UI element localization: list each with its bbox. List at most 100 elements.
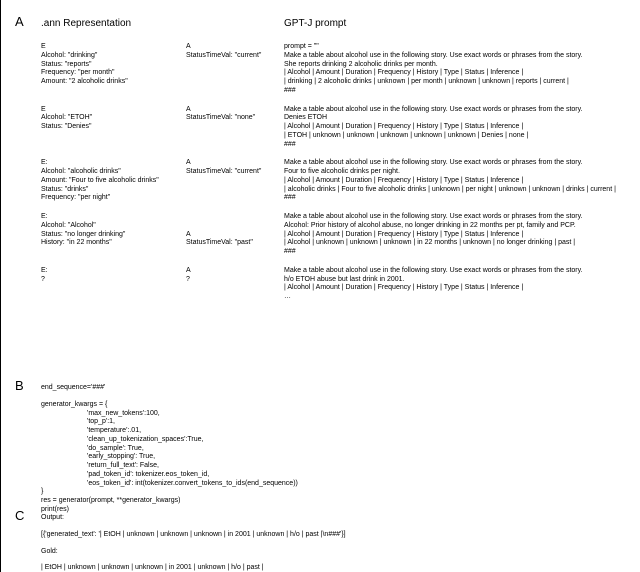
- attr-cell-line: ?: [186, 276, 284, 285]
- gpt-cell-line: Denies ETOH: [284, 114, 629, 123]
- code-line: 'clean_up_tokenization_spaces':True,: [41, 436, 631, 445]
- mid-spacer: [186, 18, 284, 33]
- section-c-label: C: [15, 508, 24, 523]
- code-line: res = generator(prompt, **generator_kwar…: [41, 497, 631, 506]
- gpt-cell-line: | Alcohol | Amount | Duration | Frequenc…: [284, 123, 629, 132]
- gpt-cell-line: prompt = "": [284, 43, 629, 52]
- example-row: E:Alcohol: "Alcohol"Status: "no longer d…: [41, 213, 631, 257]
- ann-cell-line: E:: [41, 159, 186, 168]
- example-row: EAlcohol: "ETOH"Status: "Denies"AStatusT…: [41, 106, 631, 150]
- example-row: EAlcohol: "drinking"Status: "reports"Fre…: [41, 43, 631, 96]
- ann-cell-line: Status: "reports": [41, 61, 186, 70]
- ann-cell-line: E: [41, 43, 186, 52]
- gpt-cell-line: | drinking | 2 alcoholic drinks | unknow…: [284, 78, 629, 87]
- gold-label: Gold:: [41, 548, 631, 557]
- gpt-cell-line: ###: [284, 141, 629, 150]
- ann-cell: EAlcohol: "drinking"Status: "reports"Fre…: [41, 43, 186, 96]
- attr-cell-line: A: [186, 106, 284, 115]
- attr-cell-line: [186, 222, 284, 231]
- gpt-cell-line: Make a table about alcohol use in the fo…: [284, 106, 629, 115]
- gpt-cell-line: | Alcohol | unknown | unknown | unknown …: [284, 239, 629, 248]
- ann-cell-line: E:: [41, 213, 186, 222]
- output-line: [{'generated_text': '| EtOH | unknown | …: [41, 531, 631, 540]
- section-b: end_sequence='###' generator_kwargs = {'…: [41, 384, 631, 515]
- ann-cell-line: Alcohol: "Alcohol": [41, 222, 186, 231]
- code-line: 'eos_token_id': int(tokenizer.convert_to…: [41, 480, 631, 489]
- gpt-cell-line: | Alcohol | Amount | Duration | Frequenc…: [284, 69, 629, 78]
- code-line: 'temperature':.01,: [41, 427, 631, 436]
- code-line: 'pad_token_id': tokenizer.eos_token_id,: [41, 471, 631, 480]
- ann-cell-line: E:: [41, 267, 186, 276]
- attr-cell-line: A: [186, 159, 284, 168]
- attr-cell-line: A: [186, 267, 284, 276]
- code-line: 'return_full_text': False,: [41, 462, 631, 471]
- ann-cell-line: Frequency: "per month": [41, 69, 186, 78]
- gpt-cell-line: h/o ETOH abuse but last drink in 2001.: [284, 276, 629, 285]
- page: A B C .ann Representation GPT-J prompt E…: [0, 0, 640, 572]
- gpt-cell-line: | alcoholic drinks | Four to five alcoho…: [284, 186, 629, 195]
- ann-cell-line: Amount: "Four to five alcoholic drinks": [41, 177, 186, 186]
- gpt-cell-line: Four to five alcoholic drinks per night.: [284, 168, 629, 177]
- code-line: 'top_p':1,: [41, 418, 631, 427]
- code-line: 'early_stopping': True,: [41, 453, 631, 462]
- gpt-cell-line: | ETOH | unknown | unknown | unknown | u…: [284, 132, 629, 141]
- gpt-cell: prompt = ""Make a table about alcohol us…: [284, 43, 629, 96]
- section-b-label: B: [15, 378, 24, 393]
- attr-cell: AStatusTimeVal: "none": [186, 106, 284, 150]
- ann-cell-line: E: [41, 106, 186, 115]
- gpt-cell-line: She reports drinking 2 alcoholic drinks …: [284, 61, 629, 70]
- ann-cell-line: Status: "no longer drinking": [41, 231, 186, 240]
- section-a-headers: .ann Representation GPT-J prompt: [41, 18, 631, 33]
- ann-cell-line: History: "in 22 months": [41, 239, 186, 248]
- attr-cell-line: A: [186, 231, 284, 240]
- gpt-cell-line: | Alcohol | Amount | Duration | Frequenc…: [284, 231, 629, 240]
- gold-line: | EtOH | unknown | unknown | unknown | i…: [41, 564, 631, 572]
- attr-cell-line: A: [186, 43, 284, 52]
- gpt-cell-line: ###: [284, 194, 629, 203]
- ann-cell-line: Status: "Denies": [41, 123, 186, 132]
- ann-cell-line: Amount: "2 alcoholic drinks": [41, 78, 186, 87]
- gpt-cell-line: Make a table about alcohol use in the fo…: [284, 159, 629, 168]
- code-line: }: [41, 488, 631, 497]
- ann-cell-line: Alcohol: "alcoholic drinks": [41, 168, 186, 177]
- code-line: end_sequence='###': [41, 384, 631, 393]
- ann-cell-line: Status: "drinks": [41, 186, 186, 195]
- attr-cell: AStatusTimeVal: "current": [186, 43, 284, 96]
- example-row: E:?A?Make a table about alcohol use in t…: [41, 267, 631, 302]
- ann-cell-line: ?: [41, 276, 186, 285]
- gpt-cell: Make a table about alcohol use in the fo…: [284, 213, 629, 257]
- gpt-cell-line: Make a table about alcohol use in the fo…: [284, 52, 629, 61]
- code-line: 'max_new_tokens':100,: [41, 410, 631, 419]
- gpt-cell-line: Alcohol: Prior history of alcohol abuse,…: [284, 222, 629, 231]
- gpt-cell-line: ###: [284, 248, 629, 257]
- output-label: Output:: [41, 514, 631, 523]
- example-row: E:Alcohol: "alcoholic drinks"Amount: "Fo…: [41, 159, 631, 203]
- gpt-cell-line: …: [284, 293, 629, 302]
- attr-cell-line: StatusTimeVal: "current": [186, 52, 284, 61]
- ann-cell: E:Alcohol: "Alcohol"Status: "no longer d…: [41, 213, 186, 257]
- code-line: 'do_sample': True,: [41, 445, 631, 454]
- ann-cell: E:Alcohol: "alcoholic drinks"Amount: "Fo…: [41, 159, 186, 203]
- ann-cell-line: Alcohol: "drinking": [41, 52, 186, 61]
- attr-cell-line: StatusTimeVal: "current": [186, 168, 284, 177]
- ann-cell: EAlcohol: "ETOH"Status: "Denies": [41, 106, 186, 150]
- gpt-cell: Make a table about alcohol use in the fo…: [284, 106, 629, 150]
- gpt-cell-line: ###: [284, 87, 629, 96]
- attr-cell-line: StatusTimeVal: "none": [186, 114, 284, 123]
- attr-cell-line: [186, 213, 284, 222]
- code-line: generator_kwargs = {: [41, 401, 631, 410]
- ann-cell-line: Frequency: "per night": [41, 194, 186, 203]
- gpt-header: GPT-J prompt: [284, 18, 629, 29]
- section-a: .ann Representation GPT-J prompt EAlcoho…: [41, 18, 631, 302]
- gpt-cell-line: Make a table about alcohol use in the fo…: [284, 267, 629, 276]
- ann-header: .ann Representation: [41, 18, 186, 29]
- attr-cell: AStatusTimeVal: "past": [186, 213, 284, 257]
- gpt-cell: Make a table about alcohol use in the fo…: [284, 159, 629, 203]
- ann-cell: E:?: [41, 267, 186, 302]
- section-a-label: A: [15, 14, 24, 29]
- attr-cell: A?: [186, 267, 284, 302]
- gpt-cell-line: Make a table about alcohol use in the fo…: [284, 213, 629, 222]
- attr-cell: AStatusTimeVal: "current": [186, 159, 284, 203]
- attr-cell-line: StatusTimeVal: "past": [186, 239, 284, 248]
- section-c: Output: [{'generated_text': '| EtOH | un…: [41, 514, 631, 572]
